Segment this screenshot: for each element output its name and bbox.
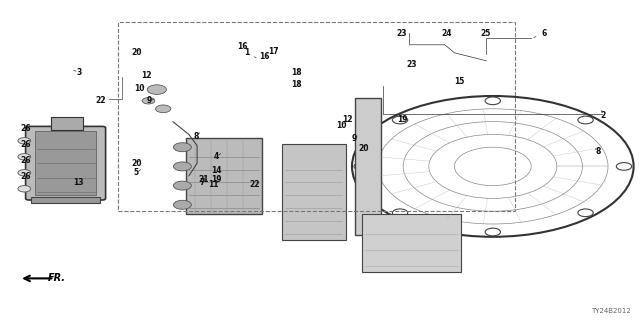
Circle shape: [173, 200, 191, 209]
Text: 25: 25: [480, 29, 490, 38]
Text: 10: 10: [134, 84, 145, 92]
Circle shape: [485, 97, 500, 105]
Text: 26: 26: [20, 140, 31, 148]
Text: 2: 2: [600, 110, 605, 120]
Circle shape: [147, 85, 166, 94]
Text: 17: 17: [269, 47, 279, 56]
Text: 22: 22: [96, 96, 106, 105]
Text: 3: 3: [74, 68, 81, 76]
Text: 8: 8: [595, 147, 601, 156]
Text: 15: 15: [454, 77, 465, 86]
Text: 11: 11: [208, 180, 218, 188]
Text: 20: 20: [131, 48, 141, 57]
Text: 24: 24: [442, 29, 452, 38]
Text: 18: 18: [291, 80, 301, 89]
Text: 19: 19: [211, 175, 221, 184]
Text: 8: 8: [194, 132, 200, 140]
Text: 26: 26: [20, 156, 31, 164]
Text: 10: 10: [336, 121, 346, 130]
Bar: [355, 98, 381, 235]
Bar: [186, 138, 262, 214]
Circle shape: [18, 138, 31, 144]
Text: 23: 23: [397, 29, 407, 38]
Text: 19: 19: [397, 115, 407, 124]
Circle shape: [485, 228, 500, 236]
Bar: [31, 197, 100, 203]
Text: 9: 9: [147, 96, 154, 105]
Bar: [118, 22, 515, 211]
Circle shape: [616, 163, 632, 170]
Text: 4: 4: [214, 152, 221, 161]
Circle shape: [18, 170, 31, 176]
Circle shape: [173, 181, 191, 190]
Text: 20: 20: [358, 144, 369, 153]
Circle shape: [18, 186, 31, 192]
Circle shape: [392, 209, 408, 217]
FancyBboxPatch shape: [26, 126, 106, 200]
Circle shape: [173, 162, 191, 171]
Bar: [362, 214, 461, 272]
Text: 21: 21: [198, 175, 209, 184]
Bar: [35, 131, 96, 195]
Text: 23: 23: [406, 60, 417, 68]
Circle shape: [142, 98, 155, 104]
Circle shape: [18, 154, 31, 160]
Circle shape: [173, 143, 191, 152]
Text: 26: 26: [20, 124, 31, 132]
Text: 22: 22: [250, 180, 260, 189]
Circle shape: [354, 163, 369, 170]
Bar: [282, 144, 346, 240]
Text: 12: 12: [342, 115, 353, 124]
Circle shape: [578, 116, 593, 124]
Text: 20: 20: [131, 159, 141, 168]
Text: 1: 1: [244, 48, 256, 58]
Text: 9: 9: [351, 134, 357, 143]
Text: 16: 16: [237, 42, 247, 51]
Text: FR.: FR.: [48, 273, 66, 284]
Text: 7: 7: [200, 178, 206, 187]
Circle shape: [578, 209, 593, 217]
Text: 16: 16: [259, 52, 269, 61]
Text: 13: 13: [74, 178, 84, 187]
Text: 12: 12: [141, 71, 151, 80]
Circle shape: [392, 116, 408, 124]
Text: 26: 26: [20, 172, 31, 181]
Text: 5: 5: [134, 168, 141, 177]
Text: 6: 6: [534, 29, 547, 38]
Bar: [51, 117, 83, 130]
Text: 18: 18: [291, 68, 301, 76]
Text: TY24B2012: TY24B2012: [591, 308, 630, 314]
Text: 14: 14: [211, 166, 221, 175]
Circle shape: [156, 105, 171, 113]
